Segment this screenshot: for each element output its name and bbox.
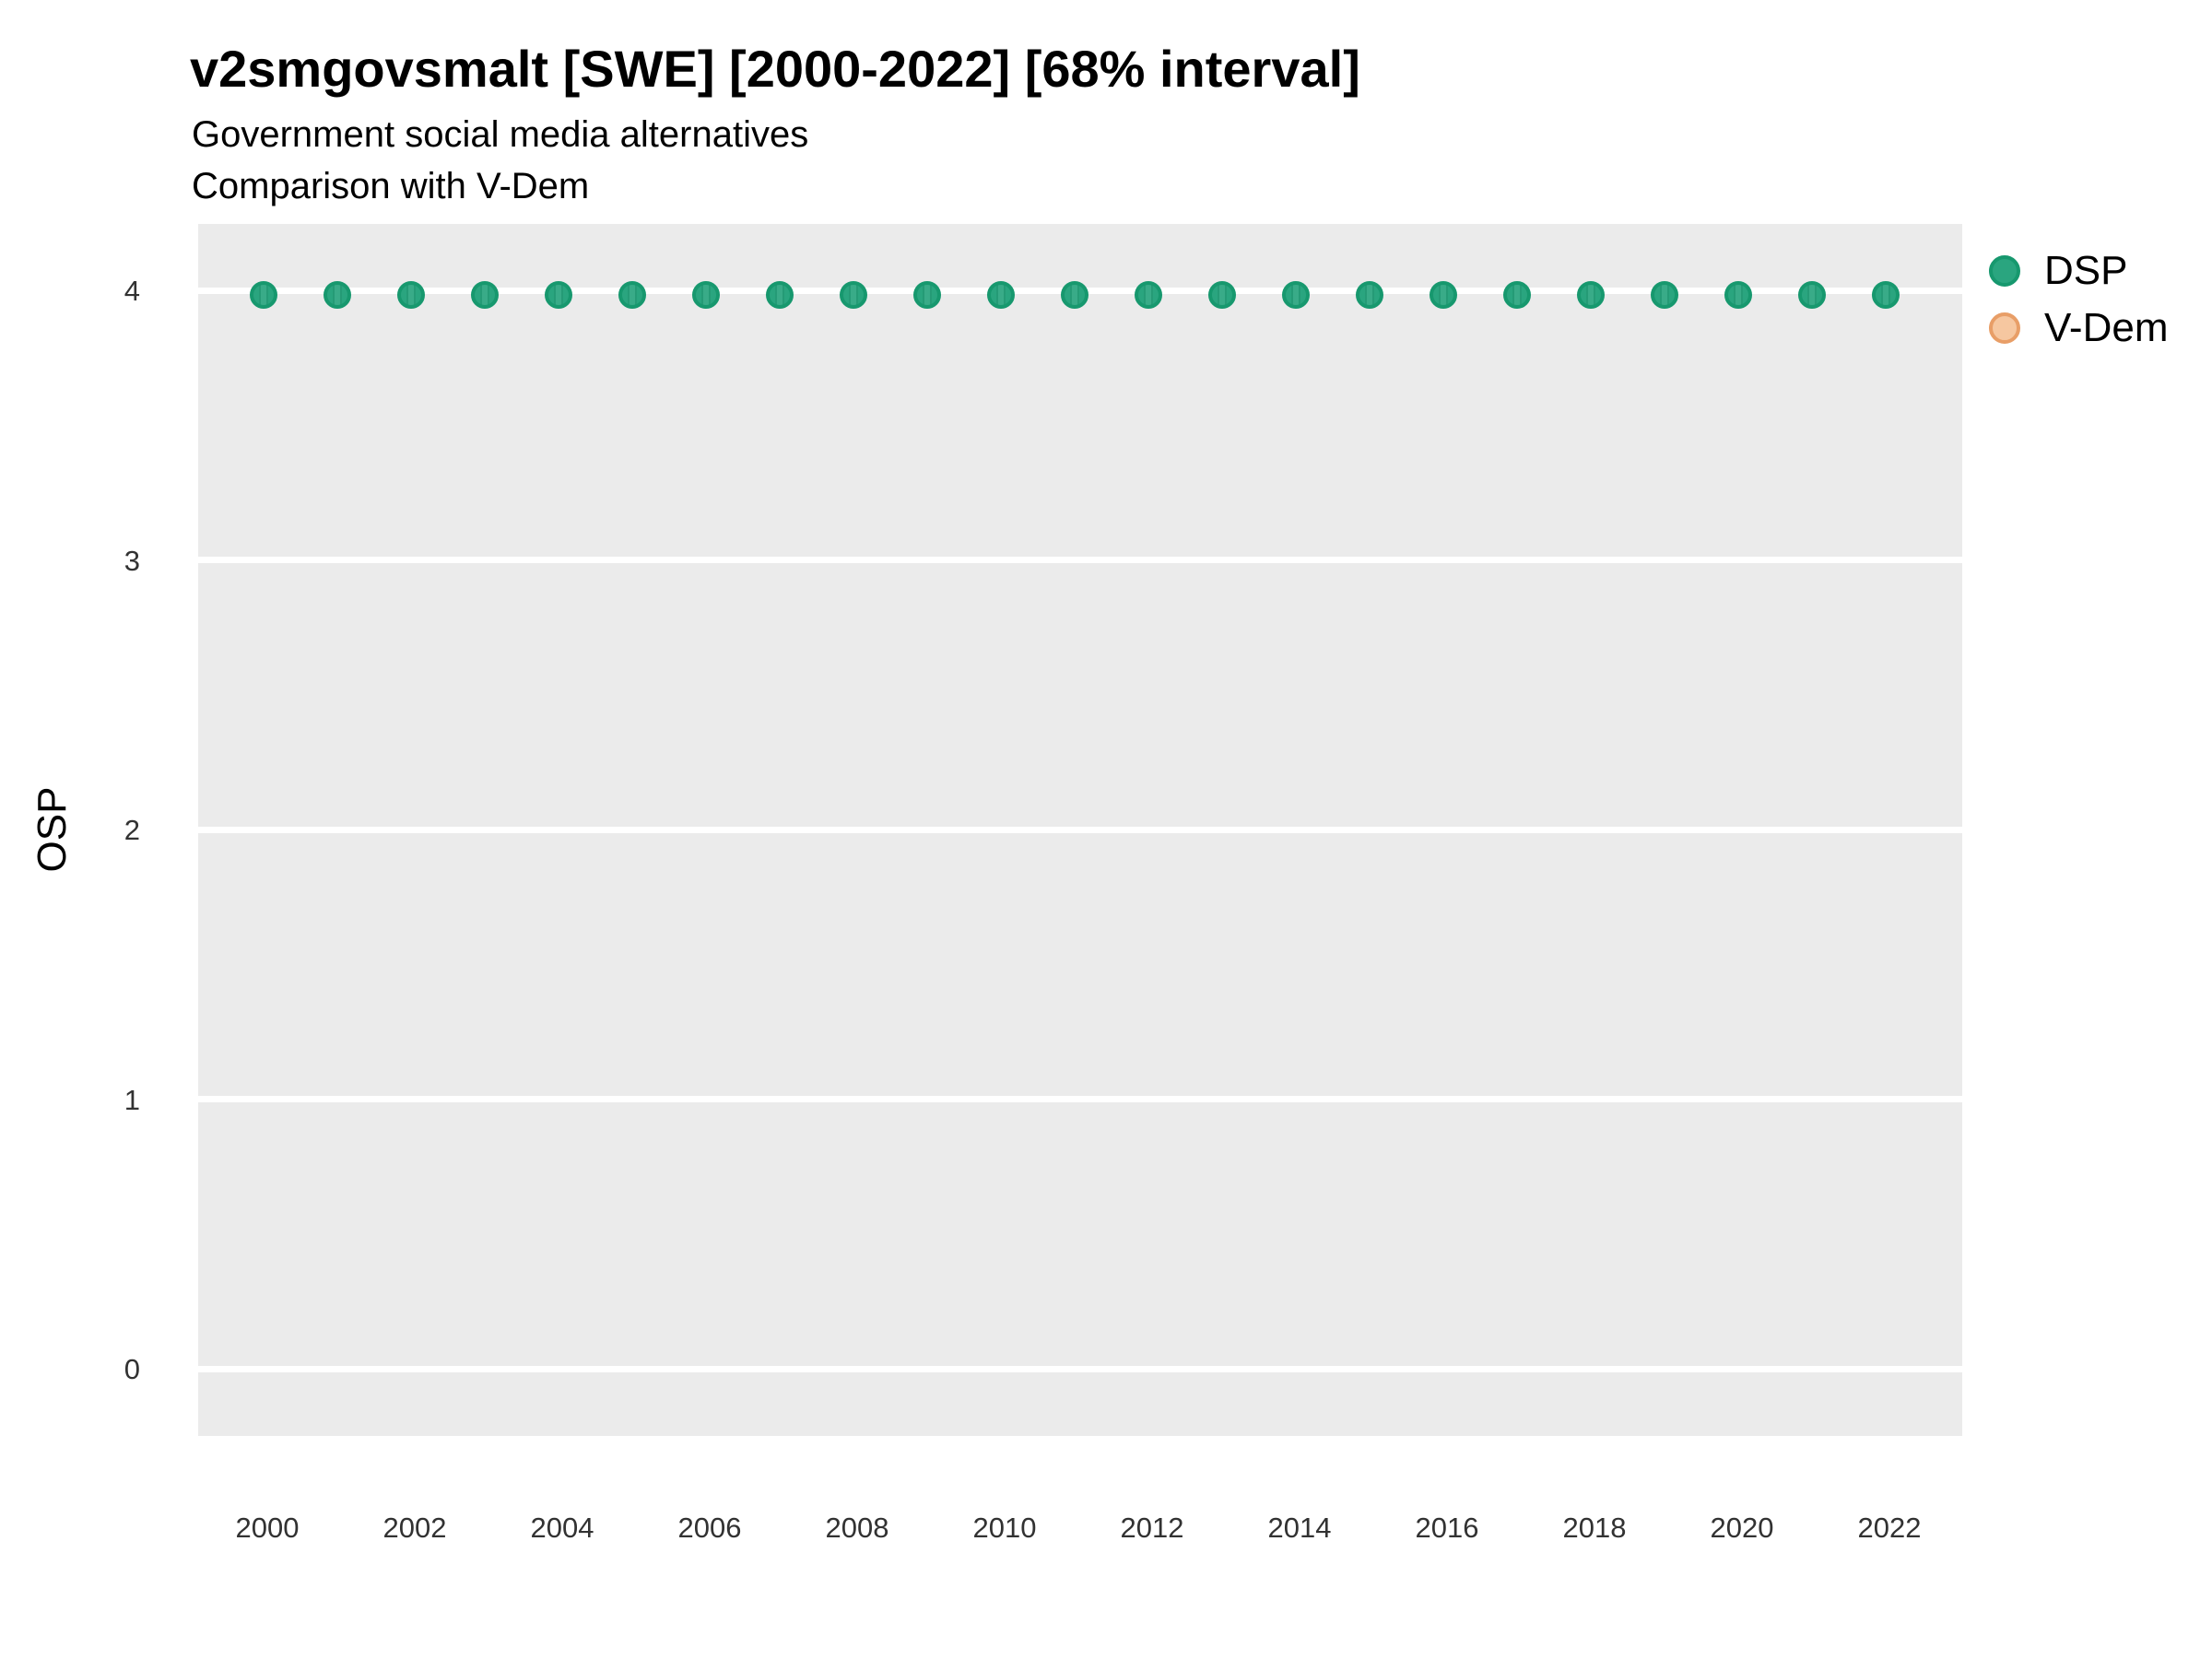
legend: DSP V-Dem [1989, 242, 2168, 357]
data-point-dsp-2021 [1798, 280, 1826, 309]
gridline-y-1 [198, 1096, 1962, 1102]
data-point-dsp-2000 [250, 280, 277, 309]
x-tick-label-2008: 2008 [825, 1512, 889, 1544]
x-tick-label-2016: 2016 [1415, 1512, 1479, 1544]
data-point-dsp-2012 [1135, 280, 1162, 309]
data-point-dsp-2001 [324, 280, 351, 309]
data-point-dsp-2002 [397, 280, 425, 309]
legend-label-vdem: V-Dem [2044, 305, 2169, 350]
data-point-dsp-2005 [618, 280, 646, 309]
x-tick-label-2020: 2020 [1710, 1512, 1774, 1544]
plot-panel [198, 224, 1962, 1436]
x-tick-label-2004: 2004 [530, 1512, 594, 1544]
data-point-dsp-2003 [471, 280, 499, 309]
data-point-dsp-2004 [545, 280, 572, 309]
data-point-dsp-2015 [1356, 280, 1383, 309]
data-point-dsp-2022 [1872, 280, 1900, 309]
data-point-dsp-2013 [1208, 280, 1236, 309]
x-tick-label-2006: 2006 [677, 1512, 742, 1544]
gridline-y-0 [198, 1365, 1962, 1372]
data-point-dsp-2014 [1282, 280, 1310, 309]
x-tick-label-2014: 2014 [1267, 1512, 1332, 1544]
data-point-dsp-2010 [987, 280, 1015, 309]
chart-subtitle-line1: Government social media alternatives [192, 114, 809, 155]
data-point-dsp-2006 [692, 280, 720, 309]
data-point-dsp-2019 [1651, 280, 1678, 309]
y-tick-label-2: 2 [124, 814, 140, 846]
data-point-dsp-2016 [1430, 280, 1457, 309]
x-tick-label-2018: 2018 [1562, 1512, 1627, 1544]
legend-item-dsp: DSP [1989, 242, 2168, 300]
x-tick-label-2000: 2000 [235, 1512, 300, 1544]
data-point-dsp-2008 [840, 280, 867, 309]
data-point-dsp-2017 [1503, 280, 1531, 309]
dsp-point-swatch-icon [1989, 255, 2020, 287]
y-tick-label-4: 4 [124, 275, 140, 307]
x-tick-label-2010: 2010 [972, 1512, 1037, 1544]
gridline-y-3 [198, 557, 1962, 563]
y-tick-label-3: 3 [124, 544, 140, 577]
gridline-y-2 [198, 826, 1962, 833]
y-axis-title: OSP [29, 786, 75, 873]
y-tick-label-1: 1 [124, 1083, 140, 1116]
data-point-dsp-2020 [1724, 280, 1752, 309]
data-point-dsp-2007 [766, 280, 794, 309]
data-point-dsp-2009 [913, 280, 941, 309]
x-tick-label-2022: 2022 [1857, 1512, 1922, 1544]
vdem-point-swatch-icon [1989, 312, 2020, 344]
chart-title: v2smgovsmalt [SWE] [2000-2022] [68% inte… [190, 40, 1360, 98]
y-tick-label-0: 0 [124, 1353, 140, 1385]
x-tick-label-2012: 2012 [1120, 1512, 1184, 1544]
legend-label-dsp: DSP [2044, 248, 2128, 293]
data-point-dsp-2011 [1061, 280, 1088, 309]
legend-item-vdem: V-Dem [1989, 300, 2168, 357]
data-point-dsp-2018 [1577, 280, 1605, 309]
chart-subtitle-line2: Comparison with V-Dem [192, 166, 590, 206]
x-tick-label-2002: 2002 [382, 1512, 447, 1544]
